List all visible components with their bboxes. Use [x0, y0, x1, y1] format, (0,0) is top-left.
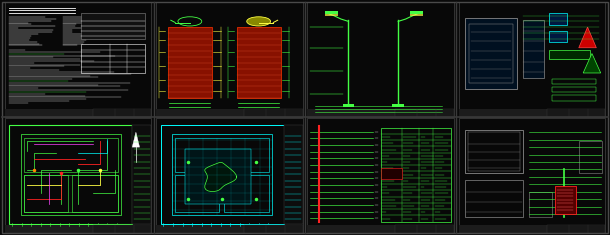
Bar [156, 118, 303, 233]
Bar [244, 109, 303, 117]
Bar [469, 24, 513, 83]
Bar [24, 175, 118, 212]
Polygon shape [579, 27, 597, 48]
Bar [72, 175, 118, 212]
Bar [160, 125, 284, 224]
Bar [553, 87, 597, 93]
Bar [81, 44, 145, 73]
Bar [237, 27, 281, 98]
Bar [21, 134, 121, 215]
Bar [550, 31, 567, 42]
Circle shape [246, 17, 271, 26]
Bar [547, 225, 605, 233]
Bar [325, 11, 338, 15]
Bar [93, 109, 151, 117]
Bar [555, 186, 576, 214]
Bar [307, 118, 454, 233]
Bar [459, 2, 605, 117]
Bar [156, 225, 303, 233]
Bar [156, 109, 303, 117]
Bar [284, 125, 303, 224]
Bar [529, 192, 553, 217]
Bar [5, 2, 151, 117]
Bar [172, 134, 272, 215]
Bar [93, 225, 151, 233]
Bar [325, 15, 338, 16]
Bar [523, 20, 544, 78]
Bar [550, 13, 567, 25]
Bar [81, 13, 145, 39]
Bar [550, 50, 590, 59]
Bar [244, 225, 303, 233]
Bar [175, 138, 269, 172]
Bar [410, 11, 423, 15]
Bar [410, 15, 423, 16]
Bar [579, 141, 602, 173]
Bar [307, 109, 454, 117]
Bar [132, 125, 151, 224]
Bar [24, 175, 68, 212]
Bar [223, 175, 269, 212]
Bar [547, 109, 605, 117]
Bar [5, 109, 151, 117]
Bar [395, 225, 454, 233]
Bar [465, 180, 523, 217]
Bar [175, 175, 219, 212]
Bar [467, 132, 520, 171]
Bar [168, 27, 212, 98]
Bar [381, 168, 402, 179]
Bar [395, 109, 454, 117]
Bar [459, 109, 605, 117]
Polygon shape [205, 162, 237, 192]
Bar [459, 225, 605, 233]
Polygon shape [132, 132, 140, 147]
Bar [185, 149, 251, 204]
Bar [553, 79, 597, 84]
Bar [156, 2, 303, 117]
Bar [5, 118, 151, 233]
Bar [459, 118, 605, 233]
Bar [392, 104, 404, 107]
Bar [465, 18, 517, 89]
Bar [307, 2, 454, 117]
Bar [9, 125, 132, 224]
Bar [465, 130, 523, 173]
Polygon shape [583, 54, 601, 73]
Bar [307, 225, 454, 233]
Bar [5, 225, 151, 233]
Bar [381, 128, 451, 222]
Bar [553, 95, 597, 101]
Bar [24, 138, 118, 172]
Bar [343, 104, 354, 107]
